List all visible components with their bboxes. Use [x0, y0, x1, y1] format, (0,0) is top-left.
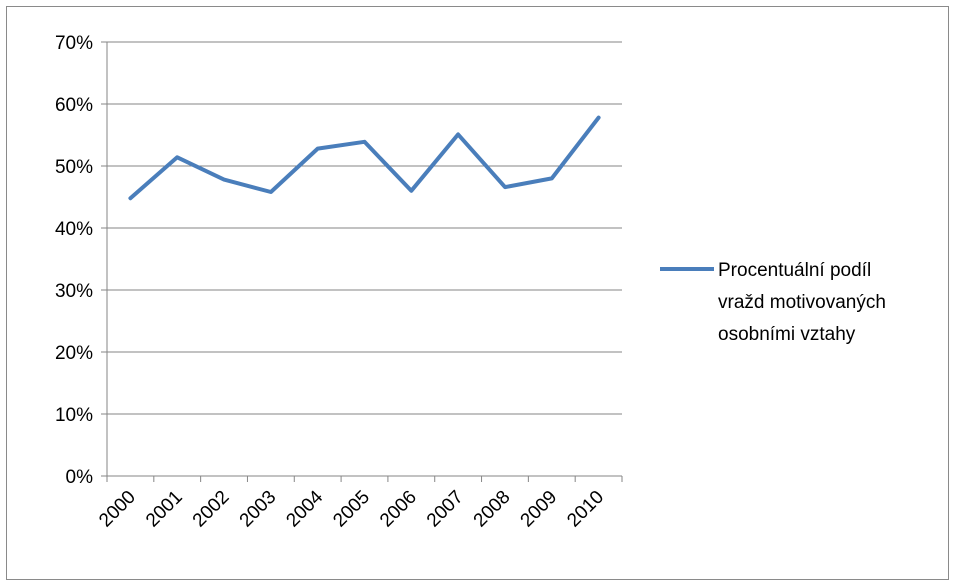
y-tick-label: 0%: [66, 467, 94, 488]
x-tick-label: 2002: [189, 487, 234, 532]
y-tick-label: 20%: [55, 343, 93, 364]
y-tick-label: 60%: [55, 95, 93, 116]
legend: Procentuální podíl vražd motivovaných osob…: [660, 260, 886, 345]
x-tick-label: 2004: [282, 486, 327, 531]
legend-line: vražd motivovaných: [718, 292, 886, 313]
legend-line: osobními vztahy: [718, 324, 856, 345]
y-tick-label: 70%: [55, 33, 93, 54]
x-tick-label: 2003: [236, 487, 281, 532]
x-tick-label: 2005: [329, 487, 374, 532]
chart-area: [6, 6, 949, 580]
series-group: [128, 115, 601, 201]
y-tick-label: 30%: [55, 281, 93, 302]
x-tick-label: 2001: [142, 487, 187, 532]
legend-line: Procentuální podíl: [718, 260, 871, 281]
x-tick-label: 2000: [95, 487, 140, 532]
legend-entry: Procentuální podíl vražd motivovaných osob…: [718, 260, 886, 345]
x-tick-label: 2010: [563, 487, 608, 532]
y-tick-label: 40%: [55, 219, 93, 240]
x-tick-label: 2007: [423, 487, 468, 532]
x-tick-label: 2009: [517, 487, 562, 532]
x-tick-label: 2008: [470, 487, 515, 532]
series-line: [128, 115, 601, 201]
y-tick-labels: 0% 10% 20% 30% 40% 50% 60% 70%: [55, 33, 93, 488]
y-tick-label: 50%: [55, 157, 93, 178]
x-tick-labels: 2000 2001 2002 2003 2004 2005 2006 2007 2008 2009…: [95, 486, 608, 531]
y-tick-label: 10%: [55, 405, 93, 426]
gridlines: [101, 41, 623, 482]
axes: [106, 42, 622, 477]
x-tick-label: 2006: [376, 487, 421, 532]
